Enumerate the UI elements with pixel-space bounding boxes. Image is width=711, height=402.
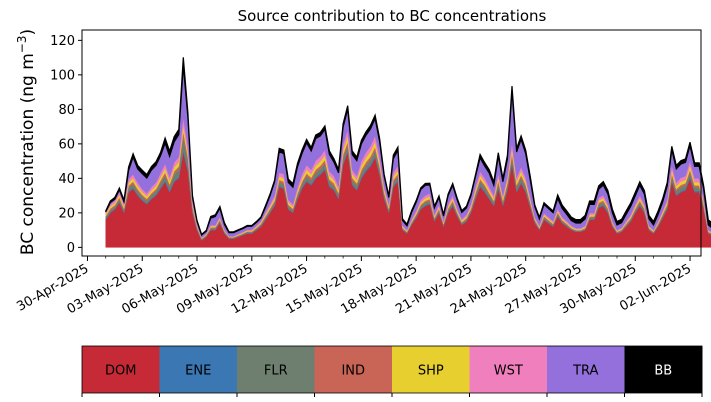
plot-frame xyxy=(81,29,702,257)
legend-swatch-wst xyxy=(469,346,548,393)
y-tick-label: 80 xyxy=(58,103,75,118)
y-axis-label-main: BC concentration (ng m xyxy=(18,53,38,255)
legend-label-bb: BB xyxy=(654,364,672,379)
y-axis-label: BC concentration (ng m−3) xyxy=(15,29,38,255)
legend-label-flr: FLR xyxy=(264,364,288,379)
y-axis-label-close: ) xyxy=(18,29,38,36)
y-axis: 0 20 40 60 80 100 120 xyxy=(50,34,82,256)
stacked-areas xyxy=(105,57,711,248)
legend-swatch-bb xyxy=(624,346,703,393)
y-tick-label: 60 xyxy=(58,137,75,152)
legend-label-dom: DOM xyxy=(105,364,136,379)
legend-label-ind: IND xyxy=(341,364,365,379)
legend-colorbar: DOM ENE FLR IND SHP WST TRA BB xyxy=(81,345,703,397)
y-tick-label: 100 xyxy=(50,68,75,83)
legend-label-ene: ENE xyxy=(185,364,211,379)
y-tick-label: 0 xyxy=(67,241,75,256)
legend-label-tra: TRA xyxy=(572,364,598,379)
y-axis-label-exponent: −3 xyxy=(15,35,29,53)
y-tick-label: 20 xyxy=(58,206,75,221)
legend-swatch-dom xyxy=(82,346,160,393)
legend-swatch-tra xyxy=(547,346,625,393)
area-dom xyxy=(105,152,711,248)
y-tick-label: 120 xyxy=(50,34,75,49)
area-tra xyxy=(105,65,711,239)
legend-swatch-shp xyxy=(392,346,470,393)
svg-text:BC concentration (ng m−3): BC concentration (ng m−3) xyxy=(15,29,38,255)
legend-label-shp: SHP xyxy=(418,364,444,379)
legend-swatch-ene xyxy=(159,346,238,393)
x-axis: 30-Apr-202503-May-202506-May-202509-May-… xyxy=(14,256,694,317)
area-bb xyxy=(105,57,711,237)
legend-label-wst: WST xyxy=(494,364,523,379)
legend-swatch-ind xyxy=(314,346,393,393)
legend-swatch-flr xyxy=(237,346,315,393)
y-tick-label: 40 xyxy=(58,172,75,187)
chart-title: Source contribution to BC concentrations xyxy=(238,7,547,25)
